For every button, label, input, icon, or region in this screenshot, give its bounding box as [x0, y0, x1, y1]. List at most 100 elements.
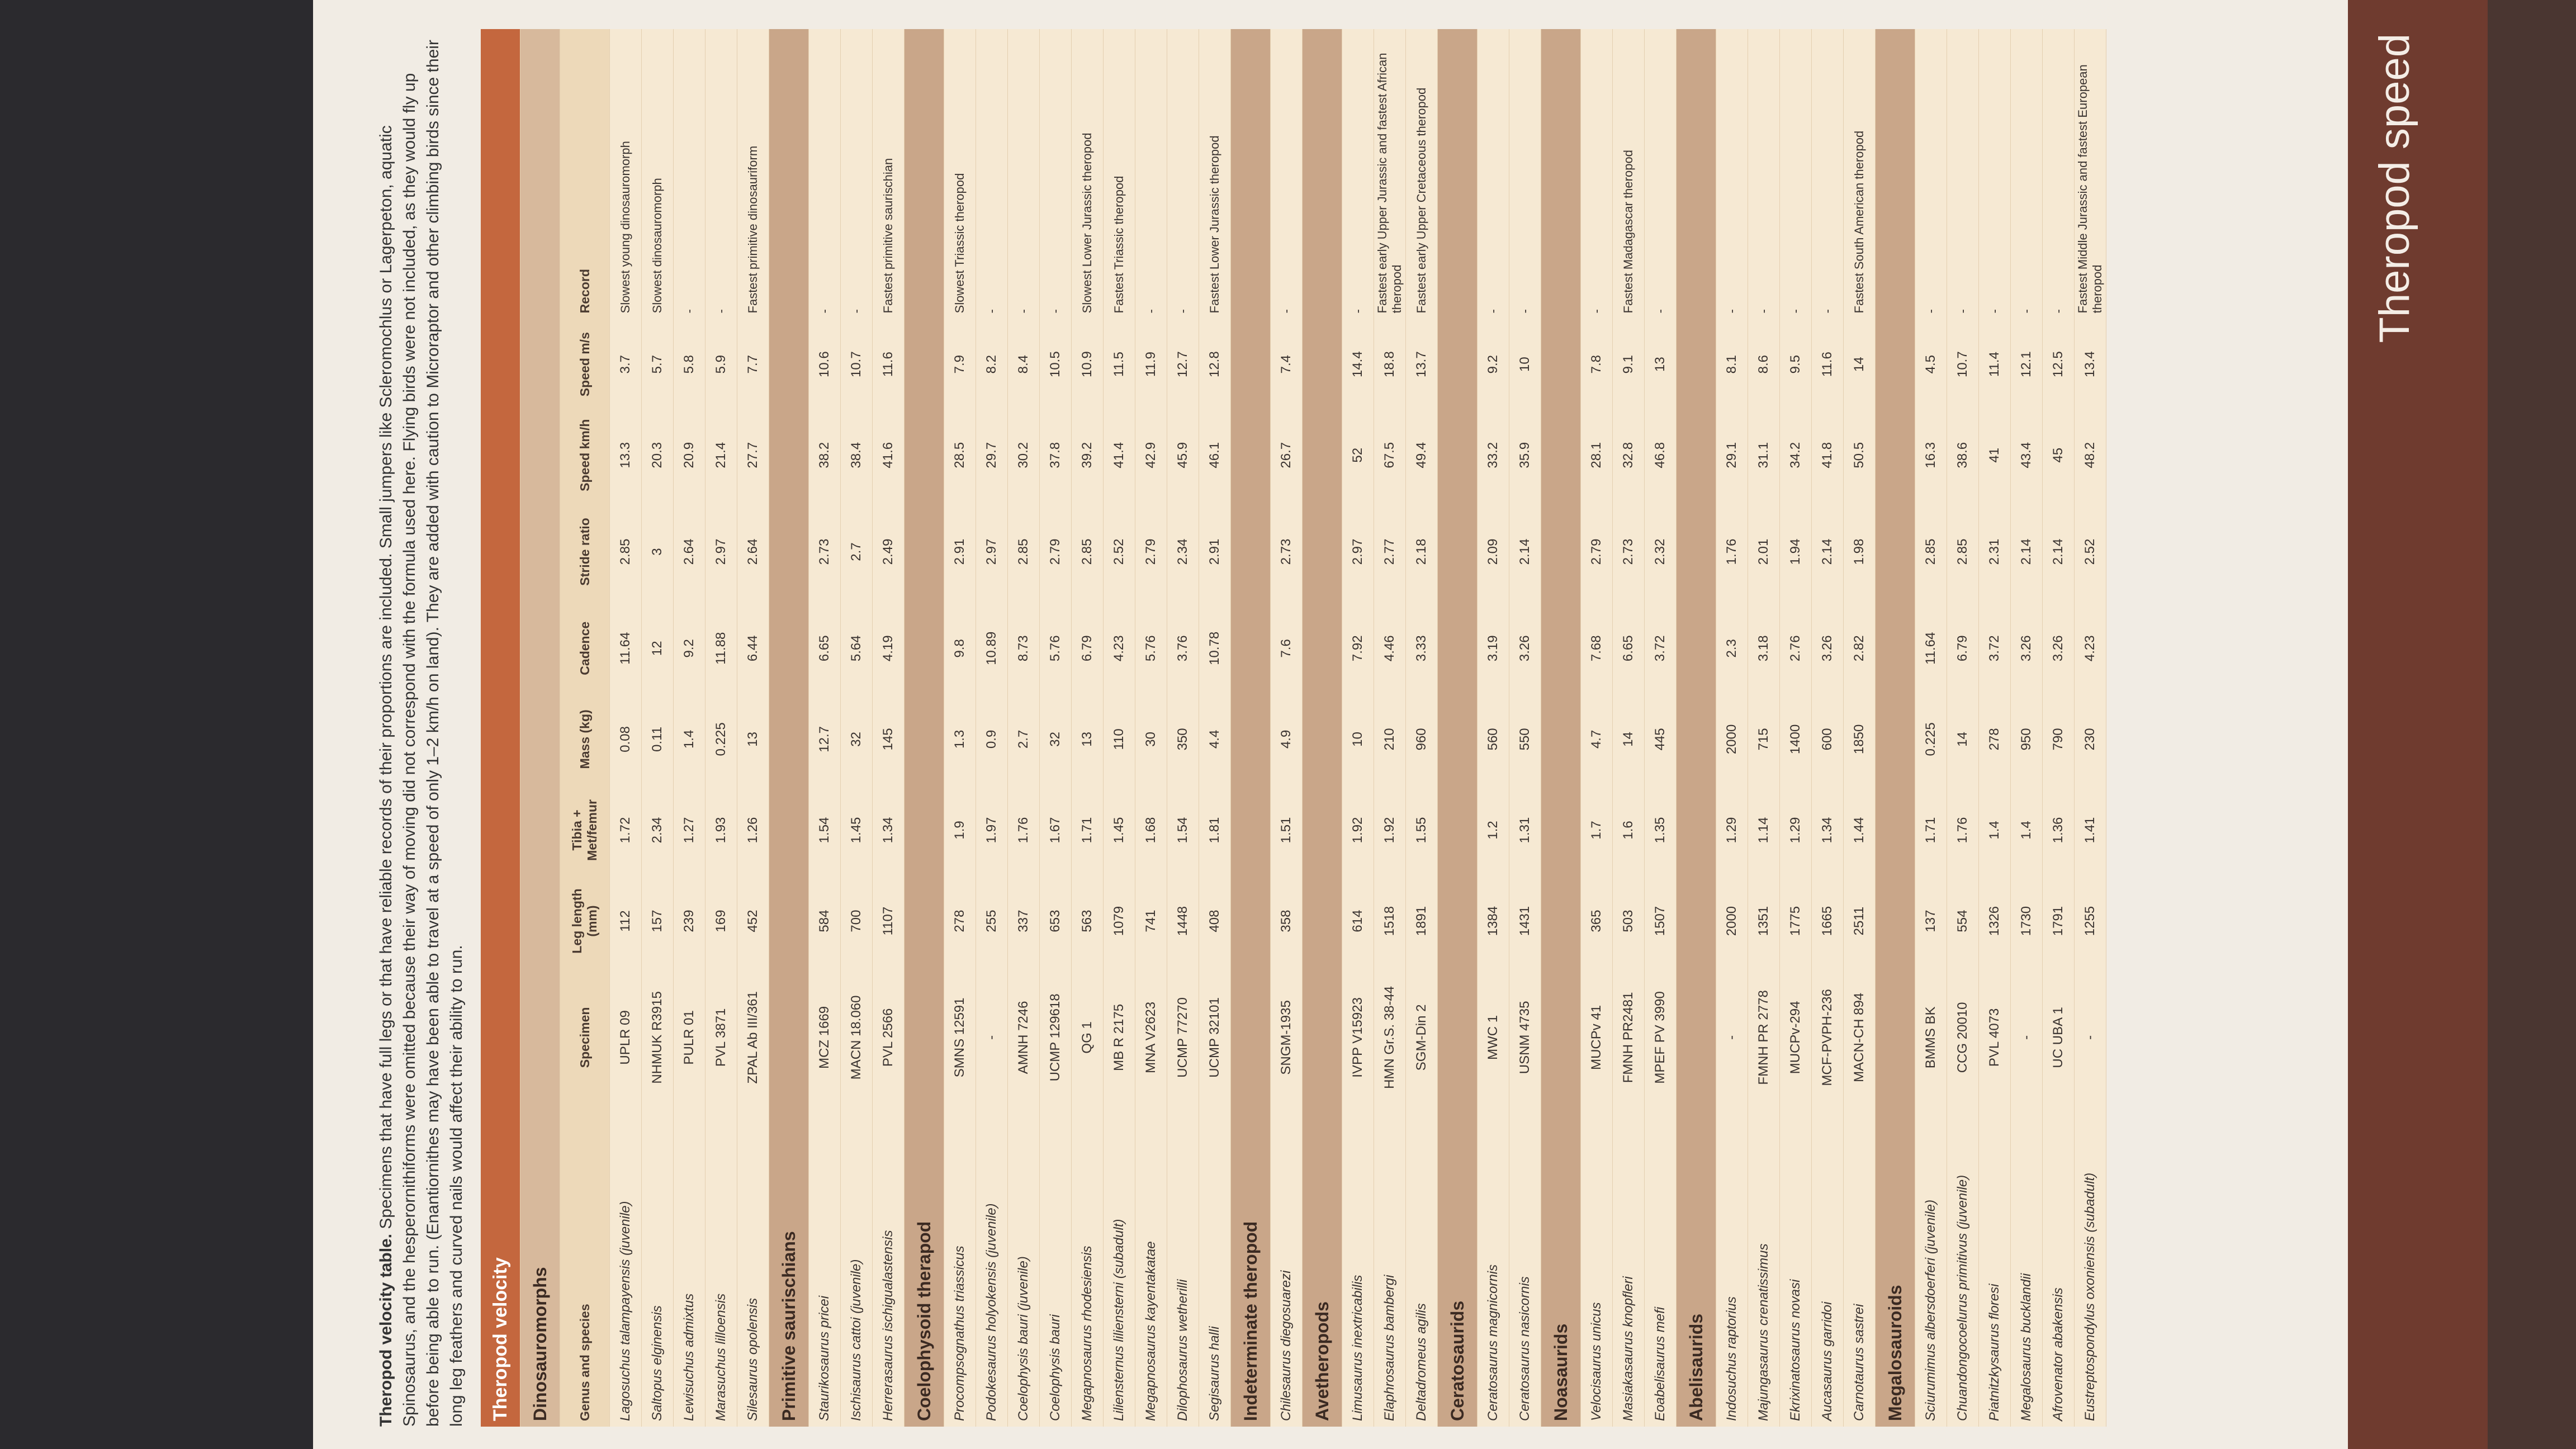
cell: 1.4 [2010, 784, 2043, 876]
cell: UPLR 09 [609, 966, 642, 1109]
cell: 33.2 [1477, 409, 1509, 501]
cell: Fastest Triassic theropod [1103, 29, 1135, 319]
cell: 1.26 [737, 784, 769, 876]
cell: Eoabelisaurus mefi [1644, 1108, 1677, 1427]
cell: 4.23 [1103, 603, 1135, 694]
cell: - [808, 29, 841, 319]
data-row: Velocisaurus unicus MUCPv 41 365 1.7 4.7 7.68… [1580, 29, 1613, 1427]
cell: 5.76 [1039, 603, 1072, 694]
cell: 210 [1374, 694, 1406, 785]
cell: Sciurumimus albersdoerferi (juvenile) [1915, 1108, 1947, 1427]
cell: - [1748, 29, 1780, 319]
cell: 11.88 [705, 603, 737, 694]
cell: 3.7 [609, 319, 642, 410]
cell: 12.5 [2042, 319, 2075, 410]
cell: 8.73 [1007, 603, 1040, 694]
cell: 7.6 [1270, 603, 1303, 694]
group-name: Avetheropods [1302, 29, 1342, 1427]
cell: 20.9 [673, 409, 705, 501]
cell: 5.64 [840, 603, 873, 694]
footer-bar: Theropod speed [2348, 0, 2488, 1449]
cell: 27.7 [737, 409, 769, 501]
cell: - [1644, 29, 1677, 319]
cell: 30 [1135, 694, 1167, 785]
cell: 31.1 [1748, 409, 1780, 501]
cell: 278 [1978, 694, 2011, 785]
cell: 2.7 [840, 500, 873, 603]
cell: Fastest early Upper Jurassic and fastest… [1374, 29, 1406, 319]
column-header: Cadence [560, 603, 610, 694]
cell: 1255 [2074, 875, 2106, 967]
cell: 2.91 [944, 500, 976, 603]
cell: - [2042, 29, 2075, 319]
cell: 4.9 [1270, 694, 1303, 785]
cell: 1.6 [1612, 784, 1645, 876]
cell: - [1978, 29, 2011, 319]
data-row: Megalosaurus bucklandii -1730 1.4 950 3.26 2.… [2010, 29, 2043, 1427]
cell: 960 [1405, 694, 1438, 785]
cell: MACN-CH 894 [1843, 966, 1876, 1109]
cell: 13 [1071, 694, 1104, 785]
cell: 7.4 [1270, 319, 1303, 410]
cell: 1.2 [1477, 784, 1509, 876]
cell: 2.85 [1007, 500, 1040, 603]
table-wrap: Theropod velocity Dinosauromorphs Genus an… [481, 29, 2106, 1427]
cell: 8.4 [1007, 319, 1040, 410]
cell: Lagosuchus talampayensis (juvenile) [609, 1108, 642, 1427]
cell: 1775 [1779, 875, 1812, 967]
group-row: Noasaurids [1541, 29, 1581, 1427]
group-row: Avetheropods [1302, 29, 1342, 1427]
cell: 4.23 [2074, 603, 2106, 694]
cell: 1.41 [2074, 784, 2106, 876]
cell: 560 [1477, 694, 1509, 785]
column-header: Specimen [560, 966, 610, 1109]
cell: 14 [1947, 694, 1979, 785]
cell: 14 [1843, 319, 1876, 410]
cell: 2.76 [1779, 603, 1812, 694]
cell: 2.73 [1270, 500, 1303, 603]
cell: Ekrixinatosaurus novasi [1779, 1108, 1812, 1427]
cell: 2.52 [1103, 500, 1135, 603]
cell: Slowest dinosauromorph [641, 29, 674, 319]
cell: 52 [1342, 409, 1374, 501]
cell: 1.27 [673, 784, 705, 876]
cell: Lewisuchus admixtus [673, 1108, 705, 1427]
cell: 3.72 [1644, 603, 1677, 694]
cell: 1.29 [1779, 784, 1812, 876]
cell: 1507 [1644, 875, 1677, 967]
cell: 6.65 [1612, 603, 1645, 694]
cell: 13.3 [609, 409, 642, 501]
cell: 1.44 [1843, 784, 1876, 876]
cell: Velocisaurus unicus [1580, 1108, 1613, 1427]
cell: 1.3 [944, 694, 976, 785]
cell: - [2074, 966, 2106, 1109]
cell: MACN 18.060 [840, 966, 873, 1109]
cell: 3.26 [2042, 603, 2075, 694]
data-row: Eustreptospondylus oxoniensis (subadult)… [2074, 29, 2106, 1427]
cell: 239 [673, 875, 705, 967]
cell: 16.3 [1915, 409, 1947, 501]
cell: BMMS BK [1915, 966, 1947, 1109]
cell: 1891 [1405, 875, 1438, 967]
cell: Segisaurus halli [1199, 1108, 1231, 1427]
cell: PVL 4073 [1978, 966, 2011, 1109]
caption-text: Specimens that have full legs or that ha… [377, 40, 466, 1427]
cell: 1.67 [1039, 784, 1072, 876]
cell: 110 [1103, 694, 1135, 785]
cell: - [1947, 29, 1979, 319]
group-row: Primitive saurischians [769, 29, 809, 1427]
cell: 45 [2042, 409, 2075, 501]
cell: 1.31 [1509, 784, 1541, 876]
cell: Eustreptospondylus oxoniensis (subadult) [2074, 1108, 2106, 1427]
cell: 1850 [1843, 694, 1876, 785]
cell: 13 [737, 694, 769, 785]
cell: 1730 [2010, 875, 2043, 967]
cell: 39.2 [1071, 409, 1104, 501]
cell: 10 [1342, 694, 1374, 785]
cell: 1.71 [1915, 784, 1947, 876]
cell: 145 [872, 694, 905, 785]
cell: 1.55 [1405, 784, 1438, 876]
data-row: Lewisuchus admixtus PULR 01 239 1.27 1.4 9.2 2… [673, 29, 705, 1427]
cell: 2.79 [1135, 500, 1167, 603]
cell: 563 [1071, 875, 1104, 967]
